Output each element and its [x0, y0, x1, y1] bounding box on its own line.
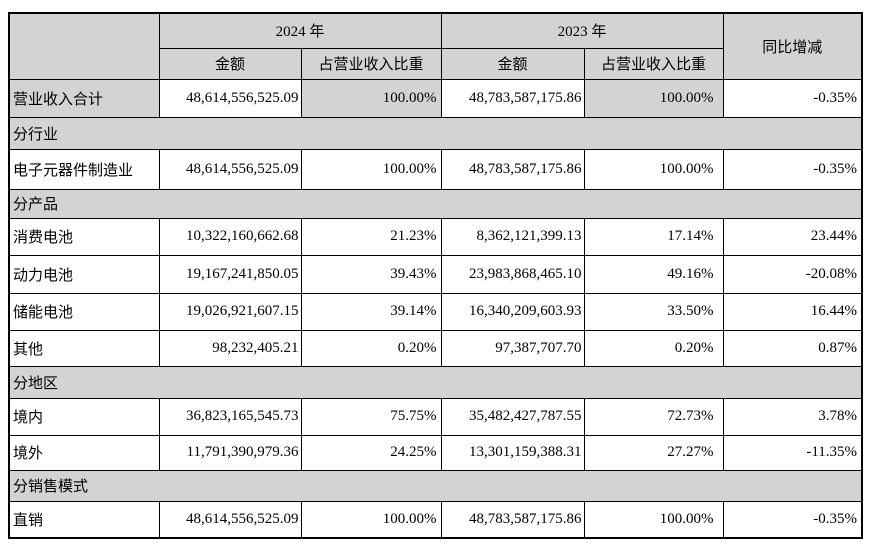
header-row-years: 2024 年 2023 年 同比增减	[8, 12, 863, 80]
cell-proportion-2024: 100.00%	[300, 78, 442, 118]
row-label: 营业收入合计	[8, 78, 160, 118]
cell-yoy-change: 0.87%	[722, 329, 863, 367]
row-label: 直销	[8, 500, 160, 539]
row-label: 动力电池	[8, 254, 160, 294]
section-row-by-region: 分地区	[7, 365, 864, 399]
header-year-2023: 2023 年	[440, 12, 724, 49]
table-row-electronic-components: 电子元器件制造业 48,614,556,525.09 100.00% 48,78…	[8, 148, 863, 190]
section-row-by-sales-model: 分销售模式	[7, 469, 864, 502]
cell-yoy-change: -0.35%	[722, 148, 863, 190]
section-label: 分地区	[7, 365, 864, 399]
section-label: 分行业	[7, 116, 864, 150]
cell-amount-2024: 98,232,405.21	[158, 329, 302, 367]
cell-yoy-change: -11.35%	[722, 434, 863, 471]
header-amount-2024: 金额	[158, 47, 302, 80]
section-label: 分产品	[7, 188, 864, 219]
header-proportion-2023: 占营业收入比重	[583, 47, 724, 80]
cell-amount-2024: 48,614,556,525.09	[158, 500, 302, 539]
row-label: 储能电池	[8, 292, 160, 331]
cell-yoy-change: -0.35%	[722, 78, 863, 118]
cell-proportion-2023: 17.14%	[583, 217, 724, 256]
header-year-2024: 2024 年	[158, 12, 442, 49]
cell-amount-2023: 35,482,427,787.55	[440, 397, 585, 436]
cell-amount-2024: 36,823,165,545.73	[158, 397, 302, 436]
cell-amount-2024: 11,791,390,979.36	[158, 434, 302, 471]
row-label: 境外	[8, 434, 160, 471]
table-row-consumer-battery: 消费电池 10,322,160,662.68 21.23% 8,362,121,…	[8, 217, 863, 256]
table-row-energy-storage-battery: 储能电池 19,026,921,607.15 39.14% 16,340,209…	[8, 292, 863, 331]
cell-amount-2023: 13,301,159,388.31	[440, 434, 585, 471]
cell-amount-2023: 23,983,868,465.10	[440, 254, 585, 294]
cell-amount-2024: 48,614,556,525.09	[158, 78, 302, 118]
row-label: 境内	[8, 397, 160, 436]
cell-proportion-2023: 27.27%	[583, 434, 724, 471]
table-row-direct-sales: 直销 48,614,556,525.09 100.00% 48,783,587,…	[8, 500, 863, 539]
cell-proportion-2023: 100.00%	[583, 78, 724, 118]
header-proportion-2024: 占营业收入比重	[300, 47, 442, 80]
cell-proportion-2024: 0.20%	[300, 329, 442, 367]
cell-proportion-2024: 100.00%	[300, 148, 442, 190]
section-label: 分销售模式	[7, 469, 864, 502]
cell-proportion-2023: 0.20%	[583, 329, 724, 367]
header-yoy-change: 同比增减	[722, 12, 863, 80]
cell-proportion-2024: 21.23%	[300, 217, 442, 256]
header-row-columns: 金额 占营业收入比重 金额 占营业收入比重	[9, 47, 862, 80]
row-label: 消费电池	[8, 217, 160, 256]
cell-amount-2023: 8,362,121,399.13	[440, 217, 585, 256]
header-amount-2023: 金额	[440, 47, 585, 80]
cell-proportion-2023: 72.73%	[583, 397, 724, 436]
row-label: 其他	[8, 329, 160, 367]
cell-amount-2023: 48,783,587,175.86	[440, 78, 585, 118]
cell-yoy-change: 3.78%	[722, 397, 863, 436]
cell-proportion-2023: 100.00%	[583, 500, 724, 539]
revenue-breakdown-table: 2024 年 2023 年 同比增减 金额 占营业收入比重 金额 占营业收入比重…	[7, 12, 864, 539]
cell-proportion-2024: 24.25%	[300, 434, 442, 471]
cell-proportion-2024: 39.14%	[300, 292, 442, 331]
section-row-by-product: 分产品	[7, 188, 864, 219]
cell-yoy-change: 23.44%	[722, 217, 863, 256]
row-label: 电子元器件制造业	[8, 148, 160, 190]
cell-yoy-change: -20.08%	[722, 254, 863, 294]
table-row-total-revenue: 营业收入合计 48,614,556,525.09 100.00% 48,783,…	[8, 78, 863, 118]
corner-cell	[8, 12, 160, 80]
cell-yoy-change: 16.44%	[722, 292, 863, 331]
cell-amount-2024: 10,322,160,662.68	[158, 217, 302, 256]
cell-amount-2024: 48,614,556,525.09	[158, 148, 302, 190]
table-row-other: 其他 98,232,405.21 0.20% 97,387,707.70 0.2…	[8, 329, 863, 367]
section-row-by-industry: 分行业	[7, 116, 864, 150]
cell-proportion-2024: 75.75%	[300, 397, 442, 436]
cell-proportion-2024: 39.43%	[300, 254, 442, 294]
cell-amount-2024: 19,026,921,607.15	[158, 292, 302, 331]
cell-amount-2023: 48,783,587,175.86	[440, 500, 585, 539]
cell-amount-2023: 48,783,587,175.86	[440, 148, 585, 190]
cell-proportion-2023: 33.50%	[583, 292, 724, 331]
cell-amount-2023: 16,340,209,603.93	[440, 292, 585, 331]
cell-amount-2024: 19,167,241,850.05	[158, 254, 302, 294]
cell-proportion-2023: 100.00%	[583, 148, 724, 190]
cell-proportion-2024: 100.00%	[300, 500, 442, 539]
cell-amount-2023: 97,387,707.70	[440, 329, 585, 367]
table-row-overseas: 境外 11,791,390,979.36 24.25% 13,301,159,3…	[8, 434, 863, 471]
table-row-domestic: 境内 36,823,165,545.73 75.75% 35,482,427,7…	[8, 397, 863, 436]
cell-yoy-change: -0.35%	[722, 500, 863, 539]
table-row-power-battery: 动力电池 19,167,241,850.05 39.43% 23,983,868…	[8, 254, 863, 294]
cell-proportion-2023: 49.16%	[583, 254, 724, 294]
